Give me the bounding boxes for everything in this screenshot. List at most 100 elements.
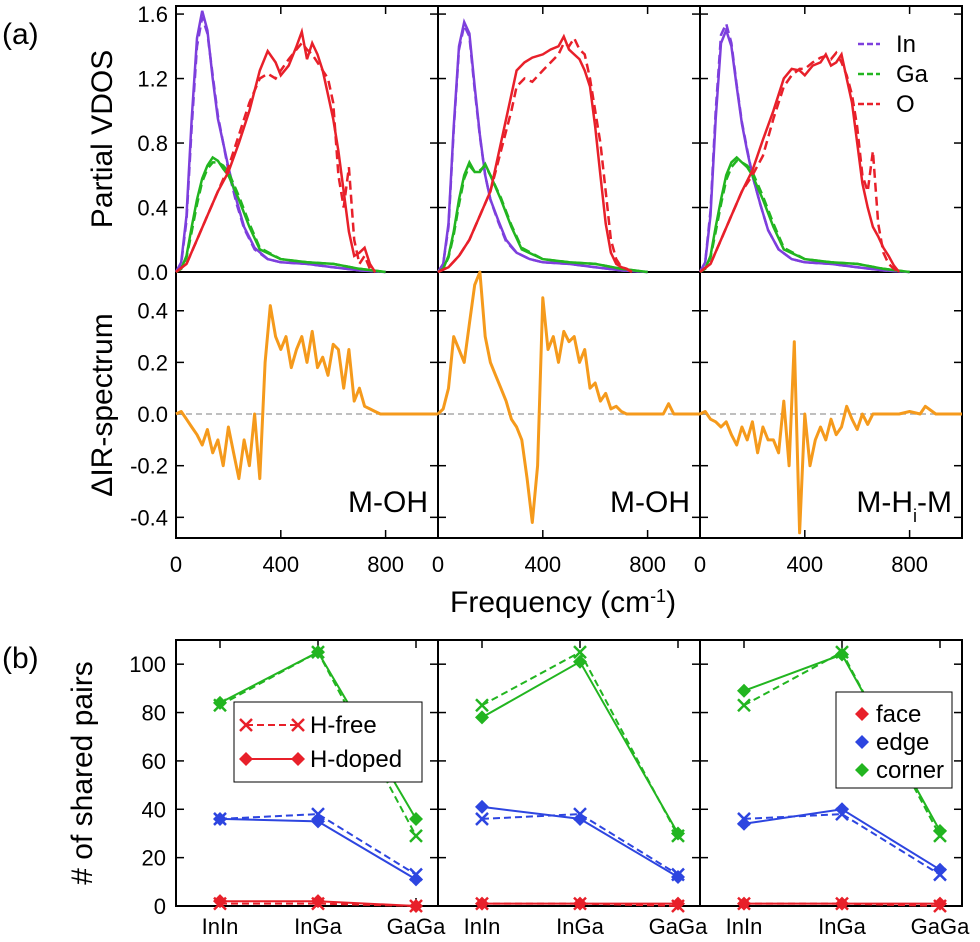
pairs-point-corner-h-doped (311, 645, 325, 660)
x-tick-label: 400 (786, 552, 823, 577)
cross-marker (737, 698, 751, 713)
x-axis-label-sup: -1 (650, 586, 666, 606)
cross-marker (409, 828, 423, 843)
vdos-line-in-dashed (436, 21, 648, 274)
legend-label-h-doped: H-doped (310, 746, 402, 773)
pairs-point-edge-h-doped (409, 872, 423, 887)
dir-line-2 (436, 270, 700, 524)
panel-a-label: (a) (2, 18, 39, 51)
pairs-x-tick-label: InGa (294, 914, 342, 939)
pairs-y-tick-label: 100 (129, 652, 166, 677)
vdos-line-ga-dashed (175, 161, 386, 274)
vdos-frame-1 (175, 5, 439, 273)
pairs-point-face-h-doped (671, 896, 685, 911)
pairs-point-face-h-doped (933, 896, 947, 911)
legend-label-face: face (876, 701, 921, 728)
pairs-point-edge-h-doped (933, 862, 947, 877)
dir-annotation-main: M-H (856, 486, 913, 519)
frames (175, 5, 963, 907)
dir-annotation-main: M-OH (610, 486, 690, 519)
pairs-point-face-h-doped (213, 894, 227, 909)
panel-b-label: (b) (2, 642, 39, 675)
pairs-point-face-h-doped (409, 899, 423, 913)
legend-marker-corner (855, 763, 869, 777)
pairs-point-edge-h-doped (737, 816, 751, 831)
pairs-point-corner-h-free (737, 698, 751, 713)
pairs-x-tick-label: InIn (464, 914, 501, 939)
vdos-line-in-dashed (174, 16, 386, 274)
dir-y-tick-label: 0.4 (137, 299, 168, 324)
x-tick-label: 800 (367, 552, 404, 577)
pairs-point-edge-h-doped (311, 814, 325, 829)
vdos-y-tick-label: 0.0 (137, 260, 168, 285)
legend-marker-h-free (239, 718, 253, 732)
pairs-point-corner-h-doped (475, 710, 489, 725)
legend-marker-h-doped (239, 752, 253, 766)
dir-annotation-2: M-OH (610, 486, 690, 519)
pairs-point-corner-h-doped (671, 826, 685, 841)
pairs-x-tick-label: GaGa (649, 914, 708, 939)
pairs-point-edge-h-free (475, 812, 489, 826)
pairs-line-corner-h-doped (481, 660, 679, 834)
pairs-y-axis-label: # of shared pairs (66, 661, 99, 884)
vdos-line-o-solid (699, 51, 901, 273)
dir-line-1 (175, 304, 438, 481)
dir-annotation-main: M-OH (348, 486, 428, 519)
vdos-y-tick-label: 1.2 (137, 67, 168, 92)
x-tick-label: 0 (170, 552, 182, 577)
pairs-x-tick-label: InGa (556, 914, 604, 939)
pairs-y-tick-label: 60 (142, 749, 166, 774)
pairs-point-edge-h-doped (835, 802, 849, 817)
legend-label-edge: edge (876, 729, 929, 756)
cross-marker (475, 698, 489, 713)
dir-frame-3 (699, 271, 963, 539)
vdos-legend-label-ga: Ga (896, 61, 929, 88)
pairs-point-corner-h-doped (737, 683, 751, 698)
pairs-x-tick-label: InIn (726, 914, 763, 939)
pairs-x-tick-label: InIn (202, 914, 239, 939)
pairs-y-tick-label: 80 (142, 701, 166, 726)
vdos-line-o-dashed (699, 50, 900, 274)
x-tick-label: 800 (891, 552, 928, 577)
pairs-line-edge-h-doped (743, 808, 941, 871)
cross-marker (475, 812, 489, 826)
vdos-legend-label-in: In (896, 31, 916, 58)
cross-marker (239, 718, 253, 732)
pairs-x-tick-label: GaGa (387, 914, 446, 939)
pairs-legend-type-box (835, 691, 953, 789)
pairs-point-face-h-doped (573, 896, 587, 911)
vdos-line-ga-dashed (699, 159, 910, 274)
vdos-line-ga-dashed (437, 163, 648, 274)
pairs-y-tick-label: 20 (142, 846, 166, 871)
dir-y-tick-label: 0.0 (137, 402, 168, 427)
dir-y-tick-label: -0.4 (130, 505, 168, 530)
pairs-point-corner-h-free (573, 645, 587, 659)
pairs-x-tick-label: InGa (818, 914, 866, 939)
pairs-point-face-h-doped (835, 896, 849, 911)
pairs-point-edge-h-doped (573, 811, 587, 826)
pairs-point-face-h-doped (737, 896, 751, 911)
legend-label-h-free: H-free (310, 712, 377, 739)
pairs-point-face-h-doped (311, 894, 325, 909)
vdos-line-o-solid (175, 27, 377, 273)
vdos-line-in-solid (174, 10, 386, 274)
legend-marker-face (855, 707, 869, 721)
vdos-line-o-dashed (437, 35, 633, 274)
pairs-point-corner-h-doped (213, 695, 227, 710)
vdos-legend-label-o: O (896, 91, 915, 118)
vdos-y-tick-label: 0.8 (137, 131, 168, 156)
pairs-line-edge-h-free (743, 813, 941, 876)
cross-marker (311, 807, 325, 821)
vdos-line-o-dashed (175, 41, 376, 274)
pairs-frame-3 (699, 639, 963, 907)
dir-y-tick-label: 0.2 (137, 350, 168, 375)
pairs-point-face-h-doped (475, 896, 489, 911)
pairs-y-tick-label: 0 (154, 894, 166, 919)
pairs-point-edge-h-free (311, 807, 325, 821)
pairs-x-tick-label: GaGa (911, 914, 970, 939)
pairs-y-tick-label: 40 (142, 797, 166, 822)
vdos-line-in-dashed (698, 20, 910, 274)
vdos-line-ga-solid (437, 159, 648, 274)
legend-marker-h-free (291, 718, 305, 732)
